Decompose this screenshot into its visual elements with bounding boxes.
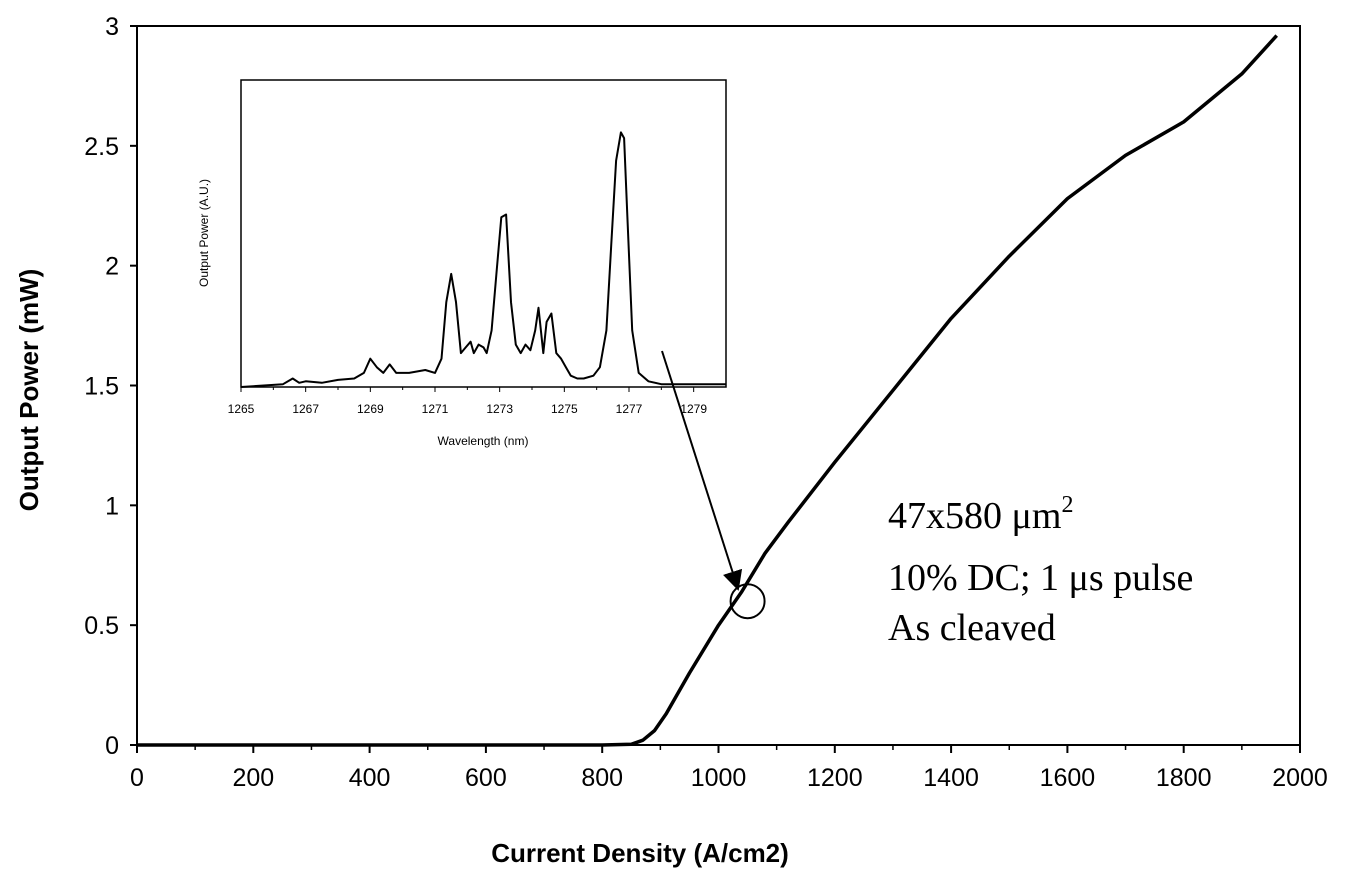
inset-x-tick-label: 1267 xyxy=(292,402,319,416)
inset-y-axis-title: Output Power (A.U.) xyxy=(197,179,211,287)
y-tick-label: 3 xyxy=(105,13,119,41)
x-tick-label: 1600 xyxy=(1040,764,1096,792)
x-tick-label: 600 xyxy=(465,764,507,792)
x-axis: 0 200 400 600 800 1000 1200 1400 1600 1800 2000 xyxy=(130,745,1328,792)
x-tick-label: 200 xyxy=(232,764,274,792)
y-tick-label: 2.5 xyxy=(84,133,119,161)
inset-x-tick-label: 1277 xyxy=(616,402,643,416)
y-tick-label: 0.5 xyxy=(84,612,119,640)
inset-x-tick-label: 1275 xyxy=(551,402,578,416)
y-tick-label: 0 xyxy=(105,732,119,760)
annotation-device-size: 47x580 μm2 xyxy=(888,492,1073,537)
operating-point-marker xyxy=(729,583,766,620)
inset-x-axis: 1265 1267 1269 1271 1273 1275 1277 1279 xyxy=(228,387,707,416)
x-tick-label: 0 xyxy=(130,764,144,792)
annotation-duty-cycle: 10% DC; 1 μs pulse xyxy=(888,557,1193,599)
x-tick-label: 1800 xyxy=(1156,764,1212,792)
inset-x-axis-title: Wavelength (nm) xyxy=(438,434,529,448)
inset-frame xyxy=(240,79,727,388)
x-tick-label: 1400 xyxy=(923,764,979,792)
inset-x-tick-label: 1271 xyxy=(422,402,449,416)
y-axis-title: Output Power (mW) xyxy=(14,269,44,512)
x-tick-label: 1000 xyxy=(691,764,747,792)
y-tick-label: 1.5 xyxy=(84,373,119,401)
x-axis-title: Current Density (A/cm2) xyxy=(491,838,789,868)
inset-chart: 1265 1267 1269 1271 1273 1275 1277 1279 Wavelen… xyxy=(197,79,727,448)
y-tick-label: 1 xyxy=(105,492,119,520)
x-tick-label: 800 xyxy=(581,764,623,792)
x-tick-label: 1200 xyxy=(807,764,863,792)
x-tick-label: 2000 xyxy=(1272,764,1328,792)
series-line xyxy=(137,34,1278,747)
annotation-superscript: 2 xyxy=(1061,492,1073,518)
inset-x-tick-label: 1269 xyxy=(357,402,384,416)
main-plot: 0 0.5 1 1.5 2 2.5 3 0 200 400 600 800 1000 1200 1400 1… xyxy=(84,13,1328,792)
inset-x-tick-label: 1265 xyxy=(228,402,255,416)
y-axis: 0 0.5 1 1.5 2 2.5 3 xyxy=(84,13,137,760)
inset-x-tick-label: 1273 xyxy=(486,402,513,416)
inset-x-tick-label: 1279 xyxy=(680,402,707,416)
annotation-arrow xyxy=(661,350,743,591)
annotation-facet: As cleaved xyxy=(888,607,1056,649)
y-tick-label: 2 xyxy=(105,253,119,281)
x-tick-label: 400 xyxy=(349,764,391,792)
inset-series-line xyxy=(240,131,726,388)
